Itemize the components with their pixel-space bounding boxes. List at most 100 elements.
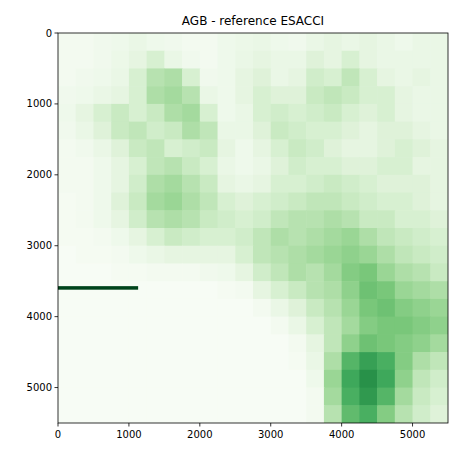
cell (253, 33, 271, 51)
cell (93, 317, 111, 335)
cell (288, 86, 306, 104)
cell (253, 246, 271, 264)
cell (76, 139, 94, 157)
cell (288, 388, 306, 406)
cell (182, 263, 200, 281)
cell (324, 334, 342, 352)
cell (93, 299, 111, 317)
cell (430, 157, 448, 175)
cell (359, 157, 377, 175)
cell (200, 33, 218, 51)
x-tick-label: 2000 (187, 429, 212, 440)
cell (377, 193, 395, 211)
cell (342, 210, 360, 228)
cell (324, 139, 342, 157)
frame (58, 33, 448, 423)
cell (58, 352, 76, 370)
cell (147, 139, 165, 157)
cell (395, 139, 413, 157)
cell (218, 246, 236, 264)
cell (76, 334, 94, 352)
cell (306, 263, 324, 281)
cell (359, 122, 377, 140)
cell (93, 122, 111, 140)
cell (129, 228, 147, 246)
cell (359, 299, 377, 317)
cell (413, 388, 431, 406)
cell (430, 139, 448, 157)
cell (182, 352, 200, 370)
cell (182, 210, 200, 228)
cell (182, 139, 200, 157)
cell (93, 51, 111, 69)
cell (342, 299, 360, 317)
cell (271, 175, 289, 193)
cell (218, 104, 236, 122)
cell (271, 139, 289, 157)
cell (111, 51, 129, 69)
cell (395, 388, 413, 406)
cell (147, 334, 165, 352)
cell (377, 86, 395, 104)
cell (129, 405, 147, 423)
cell (182, 68, 200, 86)
cell (58, 334, 76, 352)
cell (129, 334, 147, 352)
cell (200, 104, 218, 122)
cell (58, 68, 76, 86)
cell (253, 405, 271, 423)
cell (235, 68, 253, 86)
cell (271, 210, 289, 228)
cell (395, 263, 413, 281)
cell (430, 246, 448, 264)
cell (76, 33, 94, 51)
cell (288, 68, 306, 86)
cell (111, 299, 129, 317)
cell (253, 157, 271, 175)
cell (164, 122, 182, 140)
cell (164, 33, 182, 51)
x-tick-label: 5000 (400, 429, 425, 440)
cell (306, 281, 324, 299)
cell (58, 317, 76, 335)
cell (235, 299, 253, 317)
cell (147, 388, 165, 406)
cell (377, 122, 395, 140)
cell (324, 33, 342, 51)
cell (413, 246, 431, 264)
x-tick-label: 3000 (258, 429, 283, 440)
cell (395, 299, 413, 317)
cell (306, 139, 324, 157)
cell (288, 352, 306, 370)
cell (288, 228, 306, 246)
cell (413, 175, 431, 193)
cell (76, 51, 94, 69)
cell (147, 352, 165, 370)
cell (306, 210, 324, 228)
cell (200, 193, 218, 211)
cell (200, 228, 218, 246)
cell (430, 405, 448, 423)
cell (324, 263, 342, 281)
cell (253, 86, 271, 104)
cell (253, 68, 271, 86)
cell (129, 388, 147, 406)
cell (93, 104, 111, 122)
cell (76, 157, 94, 175)
cell (288, 370, 306, 388)
cell (395, 68, 413, 86)
cell (235, 352, 253, 370)
cell (129, 370, 147, 388)
cell (129, 51, 147, 69)
cell (430, 68, 448, 86)
cell (288, 175, 306, 193)
cell (395, 370, 413, 388)
cell (377, 334, 395, 352)
cell (395, 352, 413, 370)
cell (253, 122, 271, 140)
cell (129, 193, 147, 211)
cell (218, 405, 236, 423)
cell (182, 104, 200, 122)
cell (147, 299, 165, 317)
cell (93, 210, 111, 228)
